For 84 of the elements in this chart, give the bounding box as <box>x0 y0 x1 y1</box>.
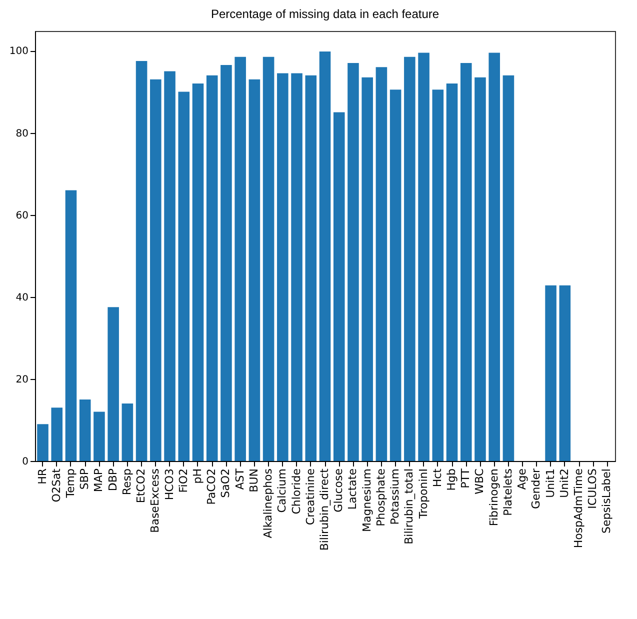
x-tick-label: DBP <box>106 468 120 492</box>
y-tick-label: 60 <box>16 210 28 222</box>
x-tick-label: BUN <box>247 468 260 492</box>
bar <box>348 63 359 461</box>
x-tick-label: BaseExcess <box>148 468 162 533</box>
bar <box>108 307 119 461</box>
x-tick-label: Gender <box>530 468 543 510</box>
bar <box>362 77 373 461</box>
x-tick-label: AST <box>233 468 246 490</box>
x-tick-label: HR <box>36 468 49 484</box>
x-tick-label: Alkalinephos <box>262 468 275 538</box>
x-tick-label: HCO3 <box>162 468 176 500</box>
x-tick-label: Hgb <box>445 468 458 491</box>
x-tick-label: PTT <box>459 468 472 488</box>
x-tick-label: Calcium <box>276 468 289 513</box>
x-tick-label: Hct <box>430 468 444 488</box>
bar <box>502 75 514 461</box>
x-tick-label: Bilirubin_direct <box>318 468 331 551</box>
x-tick-label: Temp <box>64 468 77 499</box>
bar <box>220 65 232 461</box>
x-tick-label: Unit1 <box>544 468 557 498</box>
x-tick-label: Unit2 <box>558 468 571 498</box>
bar <box>460 63 472 461</box>
bar <box>94 412 105 461</box>
x-tick-label: pH <box>190 468 204 484</box>
bar <box>37 424 48 461</box>
bar <box>474 77 486 461</box>
x-tick-label: MAP <box>92 468 106 492</box>
bar <box>559 285 571 461</box>
x-tick-label: ICULOS <box>586 468 600 509</box>
chart-title: Percentage of missing data in each feature <box>210 7 440 21</box>
x-tick-label: Potassium <box>388 468 402 525</box>
x-tick-label: Platelets <box>501 468 514 516</box>
bar <box>277 73 288 461</box>
bar <box>262 56 274 461</box>
bar <box>79 399 91 461</box>
bar <box>136 60 148 461</box>
bar <box>319 52 331 461</box>
bar <box>122 404 134 461</box>
x-tick-label: WBC <box>473 468 486 494</box>
x-tick-label: SBP <box>78 468 92 490</box>
bar <box>333 112 345 461</box>
x-tick-label: Creatinine <box>304 468 317 526</box>
x-tick-label: Chloride <box>290 468 303 514</box>
x-tick-label: FiO2 <box>176 468 190 493</box>
x-tick-label: HospAdmTime <box>572 468 586 548</box>
bar <box>150 79 162 461</box>
bar <box>376 67 388 461</box>
y-tick-label: 80 <box>16 128 28 140</box>
bar <box>418 52 430 461</box>
bar <box>291 73 302 461</box>
y-tick-label: 20 <box>16 374 28 386</box>
x-tick-label: Phosphate <box>374 468 388 526</box>
bar <box>206 75 218 461</box>
x-tick-label: Bilirubin_total <box>402 468 416 544</box>
x-tick-label: Magnesium <box>360 468 374 532</box>
bar <box>545 285 556 461</box>
bar <box>305 75 317 461</box>
bar <box>178 92 190 461</box>
x-tick-label: TroponinI <box>416 468 430 520</box>
bar <box>248 79 260 461</box>
bar <box>192 84 204 461</box>
bar <box>488 52 500 461</box>
bar <box>404 56 416 461</box>
y-tick-label: 40 <box>16 292 28 304</box>
bar <box>51 408 63 461</box>
bar <box>65 190 77 461</box>
x-tick-label: Fibrinogen <box>487 468 500 526</box>
bar <box>390 90 402 461</box>
y-tick-label: 0 <box>22 456 28 468</box>
bar <box>446 84 458 461</box>
x-tick-label: EtCO2 <box>134 468 148 504</box>
x-tick-label: SepsisLabel <box>600 468 614 534</box>
x-tick-label: Lactate <box>346 468 360 510</box>
bar <box>164 71 176 461</box>
bar <box>432 90 444 461</box>
x-tick-label: PaCO2 <box>205 468 218 505</box>
y-tick-label: 100 <box>9 46 28 58</box>
x-tick-label: Age <box>516 468 529 490</box>
x-tick-label: SaO2 <box>219 468 232 498</box>
x-tick-label: O2Sat <box>50 468 63 502</box>
x-tick-label: Glucose <box>332 468 346 512</box>
bar <box>234 56 246 461</box>
x-tick-label: Resp <box>120 468 134 496</box>
